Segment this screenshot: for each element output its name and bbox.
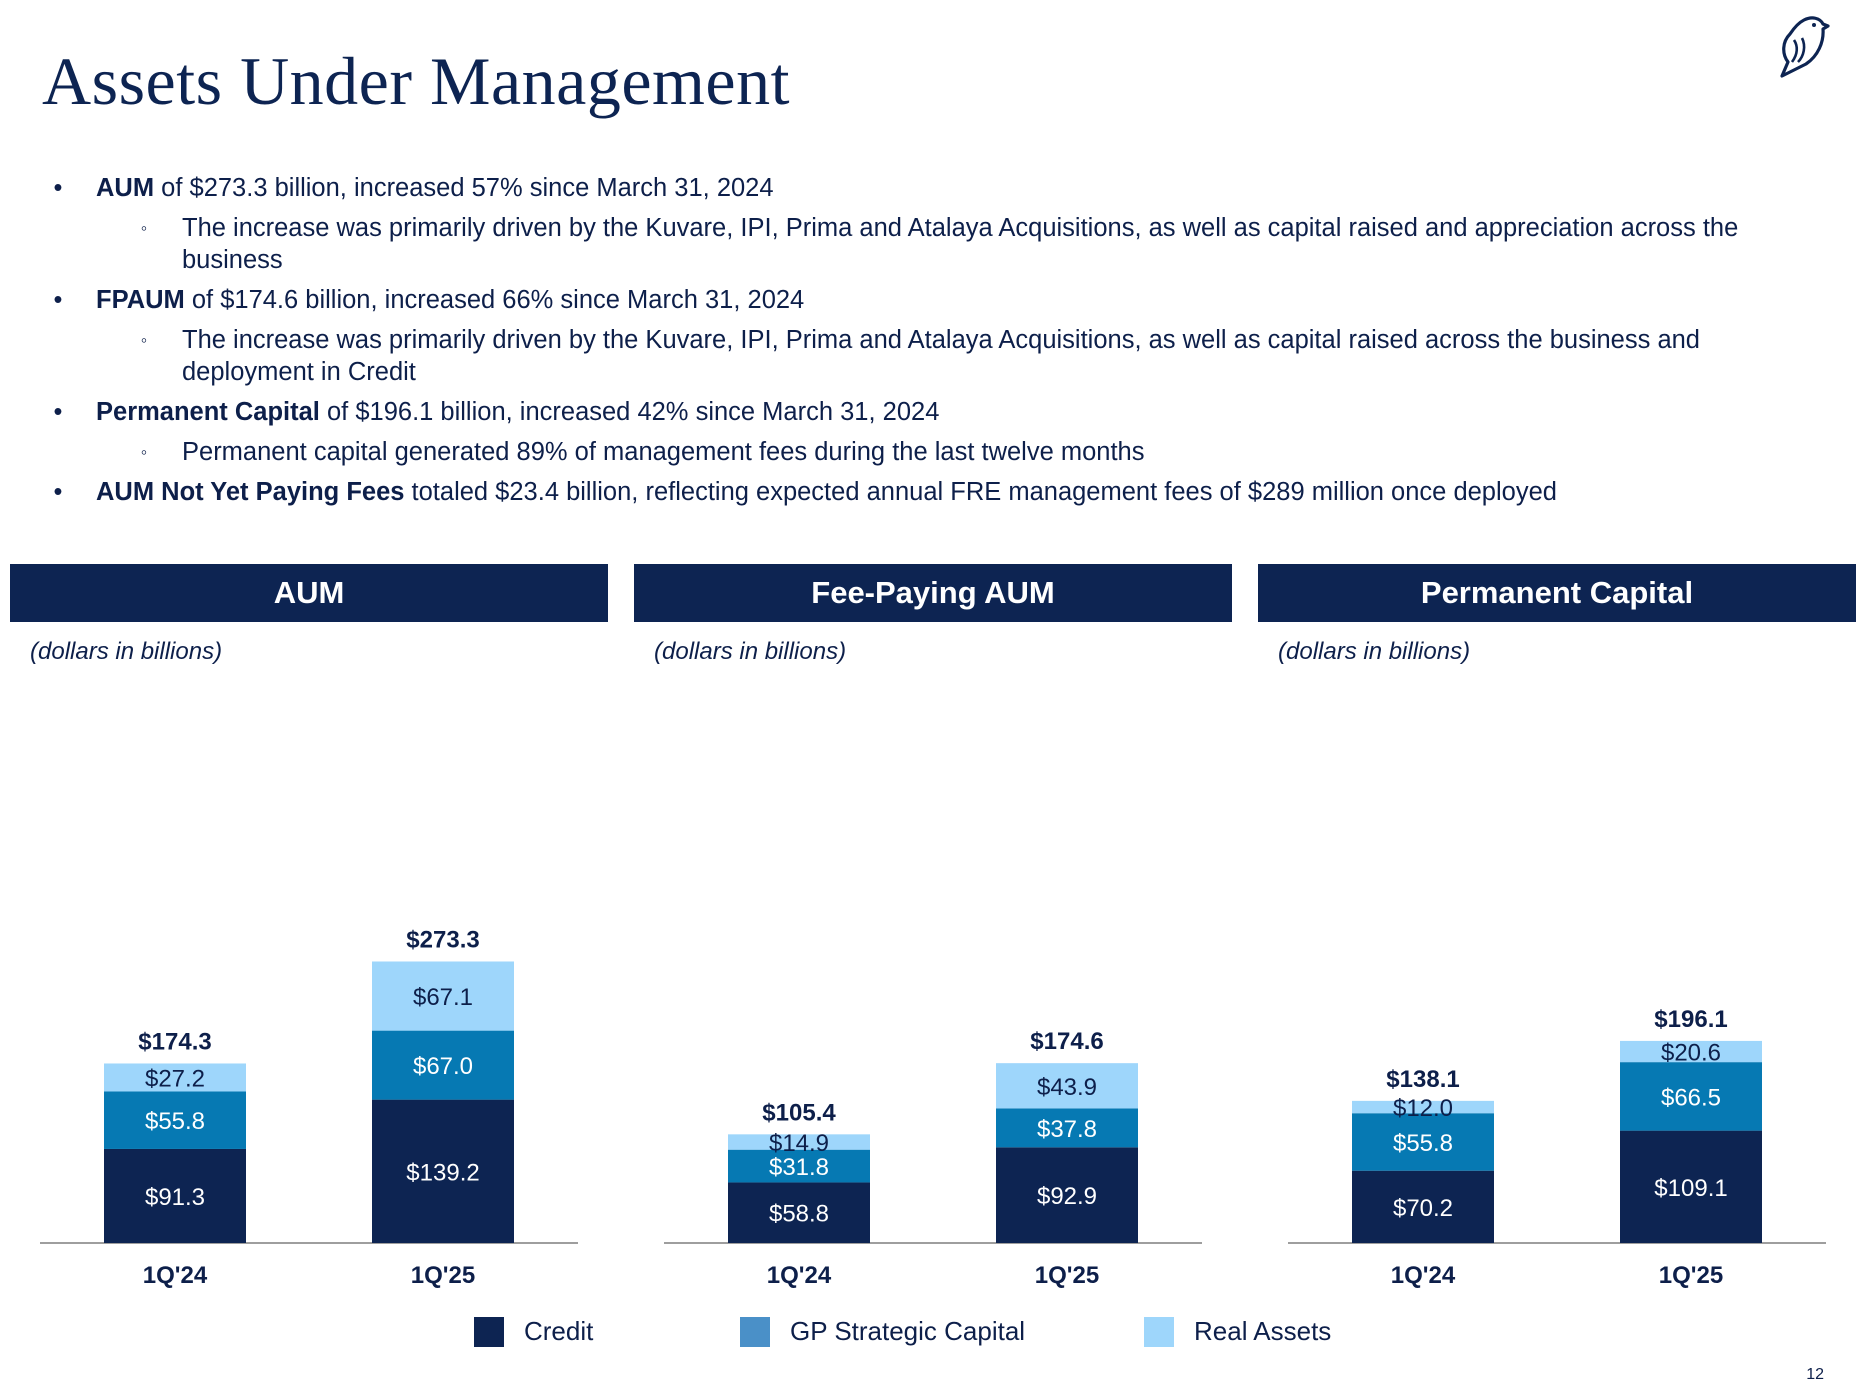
- fpaum-category-label-2: 1Q'25: [1035, 1262, 1099, 1289]
- aum-total-label-1: $174.3: [138, 1028, 211, 1055]
- aum-bar-real-assets-1: [104, 1063, 246, 1092]
- aum-data-label-gp-strategic-2: $67.0: [413, 1053, 473, 1080]
- permanent-capital-bar-credit-1: [1352, 1170, 1494, 1243]
- fpaum-bar-gp-strategic-2: [996, 1108, 1138, 1148]
- aum-bar-gp-strategic-2: [372, 1030, 514, 1100]
- permanent-capital-bar-real-assets-2: [1620, 1040, 1762, 1063]
- bullet-fpaum: • FPAUM of $174.6 billion, increased 66%…: [54, 284, 1816, 316]
- bullet-aum-not-paying: • AUM Not Yet Paying Fees totaled $23.4 …: [54, 476, 1836, 508]
- permanent-capital-data-label-gp-strategic-2: $66.5: [1661, 1084, 1721, 1111]
- fpaum-bar-credit-2: [996, 1147, 1138, 1243]
- bullet-marker: •: [53, 286, 63, 314]
- fpaum-data-label-credit-1: $58.8: [769, 1201, 829, 1228]
- aum-data-label-gp-strategic-1: $55.8: [145, 1108, 205, 1135]
- bullet-text: of $273.3 billion, increased 57% since M…: [154, 174, 774, 202]
- permanent-capital-bar-gp-strategic-2: [1620, 1062, 1762, 1131]
- bullet-marker: •: [53, 398, 63, 426]
- bullet-text: The increase was primarily driven by the…: [182, 214, 1739, 274]
- bullet-permanent-capital: • Permanent Capital of $196.1 billion, i…: [54, 396, 1816, 428]
- bullet-bold: FPAUM: [96, 286, 185, 314]
- bullet-aum: • AUM of $273.3 billion, increased 57% s…: [54, 172, 1816, 204]
- fpaum-data-label-gp-strategic-2: $37.8: [1037, 1116, 1097, 1143]
- aum-data-label-credit-1: $91.3: [145, 1184, 205, 1211]
- page-number: 12: [1806, 1366, 1824, 1383]
- fpaum-unit-note: (dollars in billions): [654, 638, 847, 665]
- permanent-capital-category-label-2: 1Q'25: [1659, 1262, 1723, 1289]
- bullet-marker: •: [53, 174, 63, 202]
- legend-item-real-assets: Real Assets: [1144, 1316, 1331, 1347]
- fpaum-data-label-gp-strategic-1: $31.8: [769, 1154, 829, 1181]
- legend-item-credit: Credit: [474, 1316, 593, 1347]
- aum-panel-header: AUM: [10, 564, 608, 622]
- fpaum-bar-real-assets-1: [728, 1134, 870, 1150]
- bullet-text: of $174.6 billion, increased 66% since M…: [184, 286, 805, 314]
- fpaum-category-label-1: 1Q'24: [767, 1262, 832, 1289]
- bullet-bold: AUM: [96, 174, 155, 202]
- bullet-text: The increase was primarily driven by the…: [182, 326, 1700, 386]
- sub-bullet-marker: ◦: [140, 330, 148, 350]
- aum-bar-credit-1: [104, 1148, 246, 1243]
- sub-bullet-marker: ◦: [140, 442, 148, 462]
- legend-swatch-gp-strategic-capital: [740, 1316, 770, 1347]
- permanent-capital-data-label-real-assets-1: $12.0: [1393, 1095, 1453, 1122]
- permanent-capital-data-label-gp-strategic-1: $55.8: [1393, 1130, 1453, 1157]
- legend-swatch-real-assets: [1144, 1316, 1174, 1347]
- aum-bar-gp-strategic-1: [104, 1091, 246, 1149]
- bullet-bold: AUM Not Yet Paying Fees: [96, 478, 405, 506]
- bullet-text: totaled $23.4 billion, reflecting expect…: [404, 478, 1557, 506]
- fpaum-bar-real-assets-2: [996, 1063, 1138, 1109]
- fpaum-data-label-credit-2: $92.9: [1037, 1183, 1097, 1210]
- fpaum-total-label-1: $105.4: [762, 1099, 836, 1126]
- sub-bullet-aum: ◦ The increase was primarily driven by t…: [141, 212, 1822, 276]
- bullet-text: of $196.1 billion, increased 42% since M…: [319, 398, 940, 426]
- legend-label-real-assets: Real Assets: [1194, 1316, 1332, 1346]
- aum-data-label-real-assets-2: $67.1: [413, 984, 473, 1011]
- permanent-capital-total-label-2: $196.1: [1654, 1006, 1727, 1033]
- legend-label-credit: Credit: [524, 1316, 594, 1346]
- permanent-capital-data-label-credit-2: $109.1: [1654, 1175, 1727, 1202]
- fpaum-data-label-real-assets-1: $14.9: [769, 1130, 829, 1157]
- bullet-text: Permanent capital generated 89% of manag…: [182, 438, 1145, 466]
- legend-swatch-credit: [474, 1316, 504, 1347]
- bullet-marker: •: [53, 478, 63, 506]
- legend-item-gp-strategic-capital: GP Strategic Capital: [740, 1316, 1025, 1347]
- aum-category-label-2: 1Q'25: [411, 1262, 475, 1289]
- permanent-capital-bar-real-assets-1: [1352, 1100, 1494, 1114]
- bird-logo-icon: [1780, 16, 1830, 78]
- aum-category-label-1: 1Q'24: [143, 1262, 208, 1289]
- permanent-capital-bar-gp-strategic-1: [1352, 1113, 1494, 1171]
- legend-label-gp-strategic-capital: GP Strategic Capital: [790, 1316, 1026, 1346]
- sub-bullet-marker: ◦: [140, 218, 148, 238]
- permanent-capital-category-label-1: 1Q'24: [1391, 1262, 1456, 1289]
- bullet-bold: Permanent Capital: [96, 398, 320, 426]
- permanent-capital-data-label-credit-1: $70.2: [1393, 1195, 1453, 1222]
- aum-data-label-credit-2: $139.2: [406, 1159, 479, 1186]
- permanent-capital-panel-header: Permanent Capital: [1258, 564, 1856, 622]
- fpaum-panel-header: Fee-Paying AUM: [634, 564, 1232, 622]
- aum-data-label-real-assets-1: $27.2: [145, 1065, 205, 1092]
- fpaum-bar-credit-1: [728, 1182, 870, 1243]
- permanent-capital-unit-note: (dollars in billions): [1278, 638, 1471, 665]
- chart-legend: Credit GP Strategic Capital Real Assets: [0, 1316, 1858, 1356]
- aum-bar-credit-2: [372, 1099, 514, 1243]
- permanent-capital-total-label-1: $138.1: [1386, 1066, 1459, 1093]
- permanent-capital-data-label-real-assets-2: $20.6: [1661, 1040, 1721, 1067]
- page-title: Assets Under Management: [42, 43, 790, 119]
- permanent-capital-bar-credit-2: [1620, 1130, 1762, 1243]
- aum-unit-note: (dollars in billions): [30, 638, 223, 665]
- aum-total-label-2: $273.3: [406, 927, 479, 954]
- sub-bullet-permanent-capital: ◦ Permanent capital generated 89% of man…: [141, 436, 1822, 468]
- fpaum-data-label-real-assets-2: $43.9: [1037, 1074, 1097, 1101]
- sub-bullet-fpaum: ◦ The increase was primarily driven by t…: [141, 324, 1782, 388]
- fpaum-bar-gp-strategic-1: [728, 1149, 870, 1183]
- fpaum-total-label-2: $174.6: [1030, 1028, 1103, 1055]
- aum-bar-real-assets-2: [372, 961, 514, 1031]
